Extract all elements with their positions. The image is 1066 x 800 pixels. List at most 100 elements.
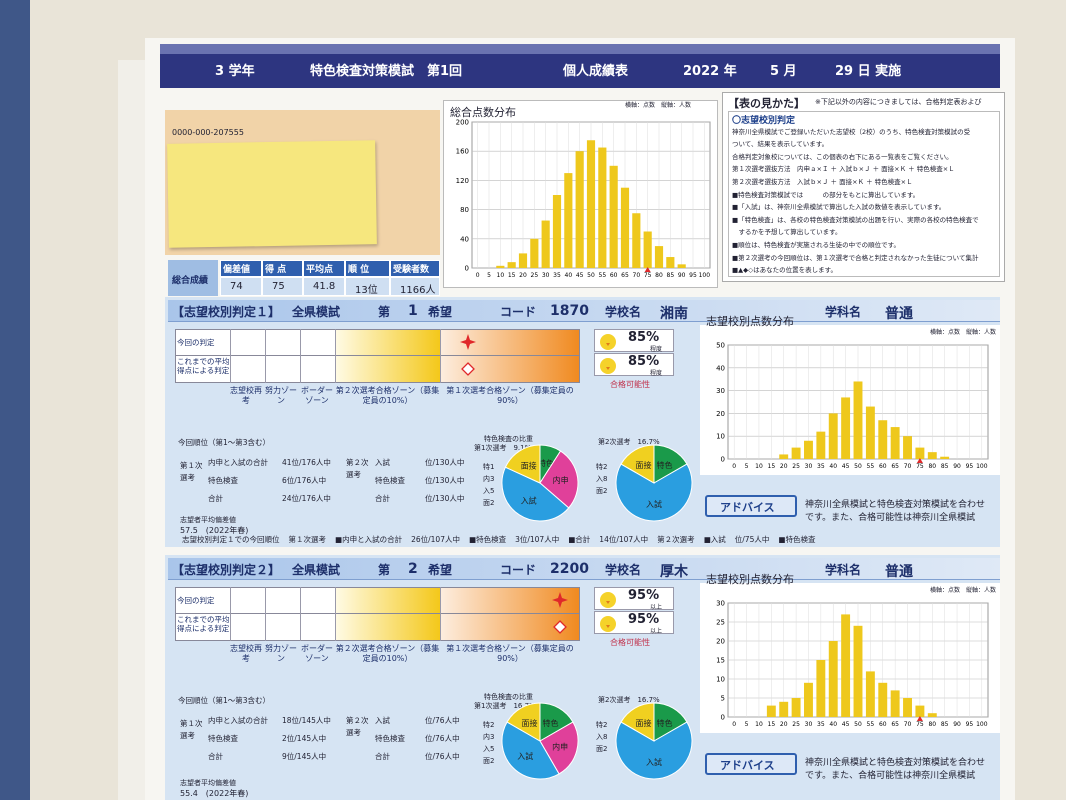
rank-item: 内申と入試の合計 [208,716,268,725]
average-value: 57.5 (2022年春) [180,526,249,535]
zone-divider [440,587,441,641]
bar [841,397,851,459]
bar [632,213,641,268]
row-label: これまでの平均得点による判定 [177,615,230,633]
pie-slice [620,702,655,742]
rank-title: 今回順位（第1～第3含む） [178,438,271,447]
summary-value: 13位 [355,285,378,296]
ratio-label: 内3 [483,733,495,741]
section-heading: 【志望校別判定２】 [172,563,281,577]
section-dai: 第 [378,563,391,577]
position-marker [916,716,923,721]
x-tick-label: 85 [667,272,675,279]
bar [915,705,925,717]
zone-divider [335,329,336,383]
x-tick-label: 35 [817,721,825,728]
advice-button[interactable] [705,753,797,775]
zone-divider [265,329,266,383]
zone-divider [300,587,301,641]
x-tick-label: 45 [842,721,850,728]
probability-label: 合格可能性 [610,380,650,389]
x-tick-label: 100 [699,272,711,279]
star [552,592,568,608]
bar [552,195,562,268]
section-dept-label: 学科名 [825,563,862,577]
slice-label: 特色 [542,718,558,728]
rank-value: 41位/176人中 [282,458,331,467]
summary-header: 順 位 [348,265,370,275]
position-marker [644,267,651,272]
ratio-label: 入8 [596,475,608,483]
chick-beak [606,625,610,628]
y-tick-label: 160 [456,148,469,156]
rank-value: 位/130人中 [425,476,465,485]
x-tick-label: 65 [891,463,899,470]
x-tick-label: 0 [732,463,736,470]
x-tick-label: 100 [976,721,988,728]
row-label: これまでの平均得点による判定 [177,357,230,375]
guide-line: ■特色検査対策模試では の部分をもとに算出しています。 [732,190,920,199]
y-tick-label: 120 [456,177,469,185]
zone-fill-orange [440,588,579,640]
rank-item: 特色検査 [375,476,405,485]
summary-value-cell [390,277,440,296]
zone-divider [300,329,301,383]
slice-label: 入試 [521,496,537,506]
x-tick-label: 25 [531,272,539,279]
bar [677,264,686,268]
x-tick-label: 45 [576,272,584,279]
y-tick-label: 25 [716,619,725,627]
rank-item: 特色検査 [208,734,238,743]
bar [927,713,937,717]
chart-note: 横軸：点数 縦軸：人数 [930,587,997,594]
footer-item: 26位/107人中 [411,535,460,544]
footer-line: 志望校別判定１での今回順位 第１次選考 ■内申と入試の合計 26位/107人中 ■特色検… [182,534,815,545]
bar [940,456,950,459]
x-tick-label: 45 [842,463,850,470]
slice-label: 特色 [656,718,672,728]
chart-title: 総合点数分布 [450,106,516,119]
x-tick-label: 35 [553,272,561,279]
zone-divider [230,587,231,641]
bar [903,436,912,459]
rank-value: 位/76人中 [425,716,460,725]
pie-slice [501,721,560,780]
bar [804,682,813,717]
ratio-label: 特2 [483,721,495,729]
section-school: 湘南 [660,306,688,322]
section-school-label: 学校名 [605,563,642,577]
row-divider [175,613,580,614]
section-code-label: コード [500,563,537,577]
footer-item: ■内申と入試の合計 [335,535,403,544]
x-tick-label: 55 [867,463,875,470]
guide-inner [728,111,1000,277]
x-tick-label: 10 [497,272,505,279]
footer-item: 第１次選考 [288,535,327,544]
x-tick-label: 20 [780,463,788,470]
chick-body [600,616,616,632]
probability-label: 合格可能性 [610,638,650,647]
header-doc-title: 個人成績表 [563,64,629,79]
zone-label: 努力ゾーン [265,386,297,405]
bar [598,147,607,268]
zone-label: ボーダーゾーン [301,644,333,663]
summary-value-cell [262,277,303,296]
bar [816,660,826,717]
pie-slice [615,721,693,780]
row-divider [175,355,580,356]
rank-title: 今回順位（第1～第3含む） [178,696,271,705]
zone-label: 志望校再考 [230,386,262,405]
first-selection: 第1次選考 16.7% [474,702,536,710]
section-school-label: 学校名 [605,305,642,319]
ratio-label: 特2 [596,721,608,729]
guide-line: 〇志望校別判定 [732,116,796,126]
x-tick-label: 95 [966,721,974,728]
footer-item: 志望校別判定１での今回順位 [182,535,280,544]
bar [496,265,505,268]
y-tick-label: 20 [716,638,725,646]
advice-text: です。また、合格可能性は神奈川全県模試 [805,771,976,781]
advice-button[interactable] [705,495,797,517]
chick-beak [606,367,610,370]
guide-line: 神奈川全県模試でご登録いただいた志望校（2校）のうち、特色検査対策模試の受 [732,127,971,136]
